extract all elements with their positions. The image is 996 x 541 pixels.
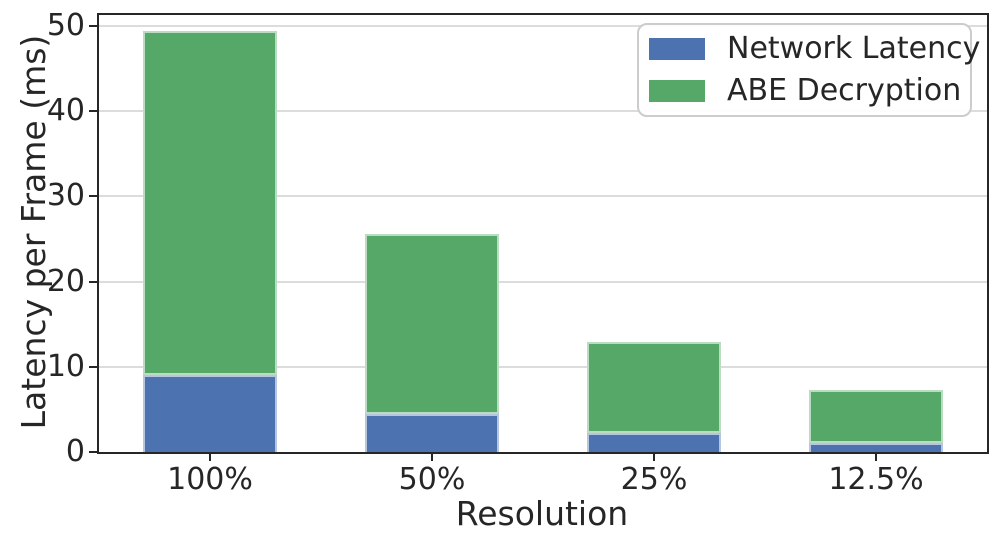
y-gridline <box>99 25 987 28</box>
legend-label: Network Latency <box>727 31 981 66</box>
y-tick-label: 20 <box>46 263 85 299</box>
y-tick-label: 0 <box>65 434 85 469</box>
legend: Network Latency ABE Decryption <box>637 23 980 117</box>
y-tick-label: 40 <box>46 93 85 129</box>
y-axis-label: Latency per Frame (ms) <box>14 34 53 430</box>
x-axis-label: Resolution <box>455 494 629 533</box>
y-tick-mark <box>89 451 97 453</box>
legend-item-abe-decryption: ABE Decryption <box>649 73 962 109</box>
x-tick-label: 50% <box>398 462 466 497</box>
bar-segment-network-latency <box>365 413 499 452</box>
bar-segment-abe-decryption <box>587 342 721 434</box>
x-tick-mark <box>209 452 211 461</box>
bar-segment-abe-decryption <box>809 389 943 443</box>
bar-segment-network-latency <box>587 433 721 452</box>
x-tick-label: 100% <box>167 462 253 497</box>
y-tick-mark <box>89 25 97 28</box>
legend-label: ABE Decryption <box>727 73 962 108</box>
y-tick-mark <box>89 365 97 368</box>
y-gridline <box>99 280 987 283</box>
x-tick-mark <box>875 452 877 461</box>
y-tick-label: 50 <box>46 8 85 44</box>
y-gridline <box>99 365 987 368</box>
x-tick-label: 12.5% <box>828 462 924 497</box>
y-gridline <box>99 110 987 113</box>
x-tick-label: 25% <box>620 462 688 497</box>
y-tick-mark <box>89 110 97 113</box>
bar-segment-network-latency <box>809 442 943 452</box>
legend-item-network-latency: Network Latency <box>649 31 980 67</box>
legend-swatch <box>649 38 705 60</box>
x-tick-mark <box>431 452 433 461</box>
bar-segment-abe-decryption <box>143 31 277 376</box>
y-tick-mark <box>89 195 97 198</box>
x-tick-mark <box>653 452 655 461</box>
y-gridline <box>99 195 987 198</box>
y-tick-label: 30 <box>46 178 85 214</box>
y-tick-label: 10 <box>46 348 85 384</box>
y-tick-mark <box>89 280 97 283</box>
bar-segment-network-latency <box>143 375 277 452</box>
legend-swatch <box>649 80 705 102</box>
bar-segment-abe-decryption <box>365 233 499 414</box>
